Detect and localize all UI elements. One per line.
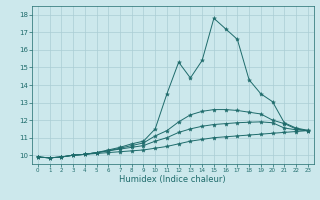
X-axis label: Humidex (Indice chaleur): Humidex (Indice chaleur) <box>119 175 226 184</box>
